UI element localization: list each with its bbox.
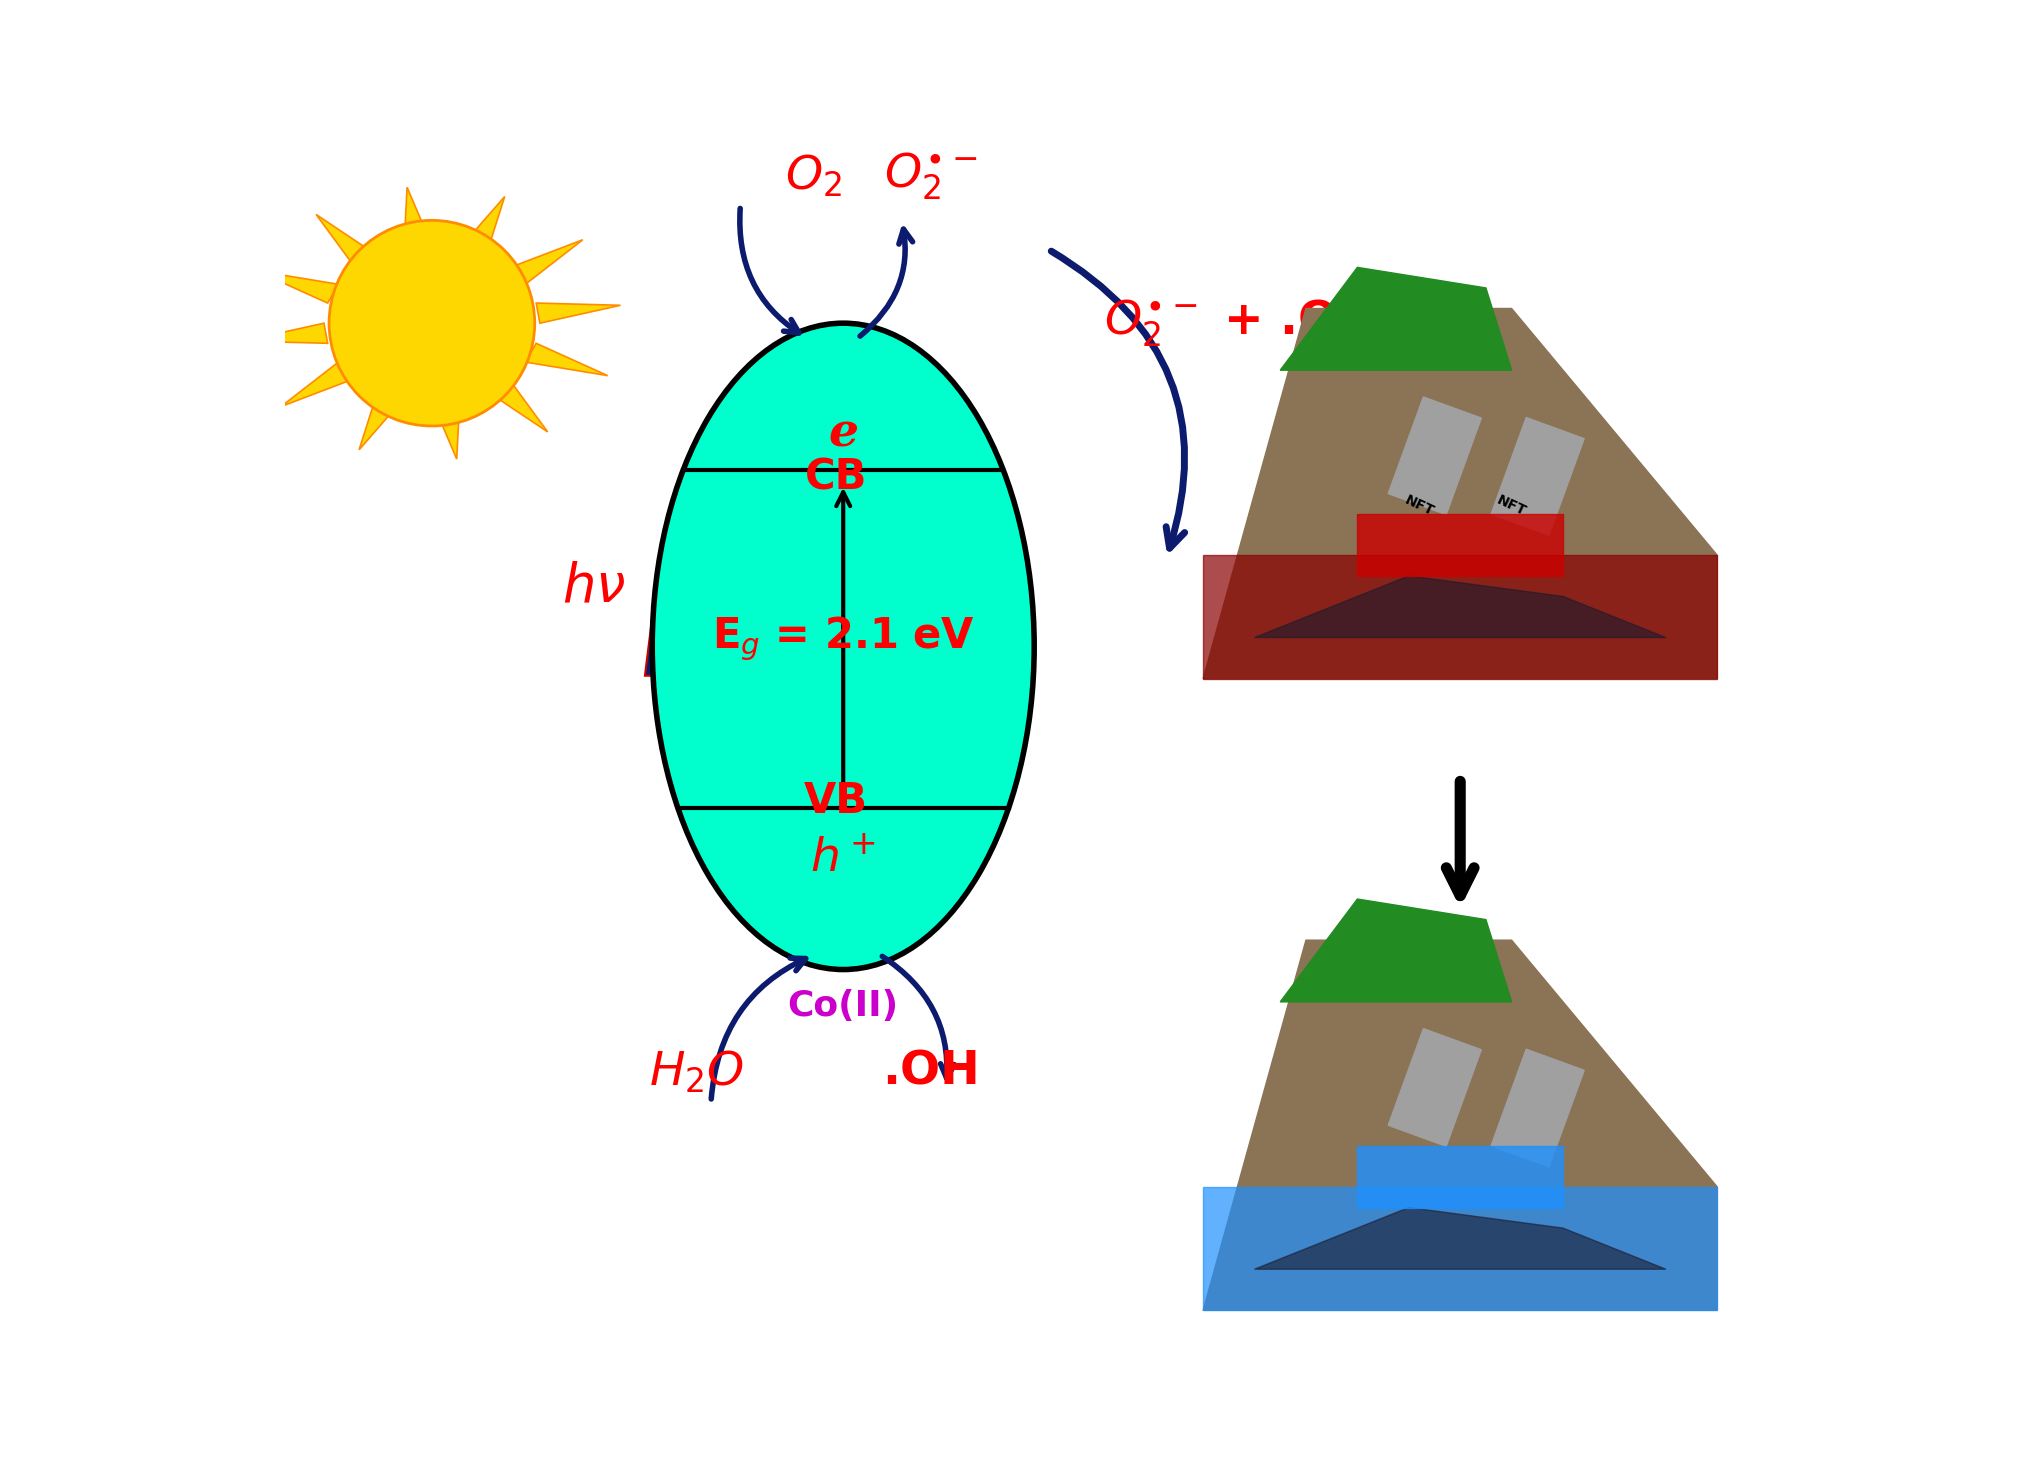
Circle shape bbox=[328, 220, 534, 426]
Polygon shape bbox=[1203, 1187, 1717, 1310]
Text: $O_2^{\bullet-}$ + .OH: $O_2^{\bullet-}$ + .OH bbox=[1105, 297, 1376, 350]
Polygon shape bbox=[1203, 555, 1717, 679]
Polygon shape bbox=[1254, 576, 1666, 638]
Text: $O_2^{\bullet-}$: $O_2^{\bullet-}$ bbox=[885, 150, 979, 203]
Polygon shape bbox=[485, 378, 548, 432]
Polygon shape bbox=[1203, 308, 1717, 679]
Polygon shape bbox=[281, 361, 355, 407]
Bar bbox=[1491, 417, 1584, 535]
Polygon shape bbox=[432, 398, 461, 460]
Text: $h\nu$: $h\nu$ bbox=[561, 563, 626, 613]
Polygon shape bbox=[1203, 940, 1717, 1310]
Polygon shape bbox=[1280, 267, 1511, 370]
Polygon shape bbox=[404, 187, 432, 248]
Polygon shape bbox=[1280, 899, 1511, 1002]
Text: $h^+$: $h^+$ bbox=[809, 836, 877, 883]
Text: $O_2$: $O_2$ bbox=[785, 153, 842, 200]
Text: CB: CB bbox=[805, 457, 867, 498]
Text: $H_2O$: $H_2O$ bbox=[648, 1049, 744, 1096]
Polygon shape bbox=[644, 558, 728, 727]
Ellipse shape bbox=[652, 323, 1034, 970]
Text: Co(II): Co(II) bbox=[787, 989, 899, 1024]
Polygon shape bbox=[536, 303, 620, 323]
Text: NFT: NFT bbox=[1495, 494, 1529, 519]
Polygon shape bbox=[508, 239, 583, 285]
Text: VB: VB bbox=[803, 780, 869, 821]
Polygon shape bbox=[1254, 1208, 1666, 1269]
Polygon shape bbox=[526, 344, 608, 376]
Polygon shape bbox=[461, 197, 506, 256]
Polygon shape bbox=[257, 270, 338, 303]
Polygon shape bbox=[316, 214, 377, 269]
Text: E$_g$ = 2.1 eV: E$_g$ = 2.1 eV bbox=[712, 614, 975, 664]
Bar bbox=[1389, 397, 1482, 514]
Polygon shape bbox=[243, 323, 328, 344]
Bar bbox=[1491, 1049, 1584, 1166]
Text: e: e bbox=[828, 410, 858, 457]
Text: .OH: .OH bbox=[883, 1050, 981, 1094]
Bar bbox=[1389, 1028, 1482, 1146]
Polygon shape bbox=[359, 391, 404, 450]
Text: NFT: NFT bbox=[1403, 494, 1435, 519]
